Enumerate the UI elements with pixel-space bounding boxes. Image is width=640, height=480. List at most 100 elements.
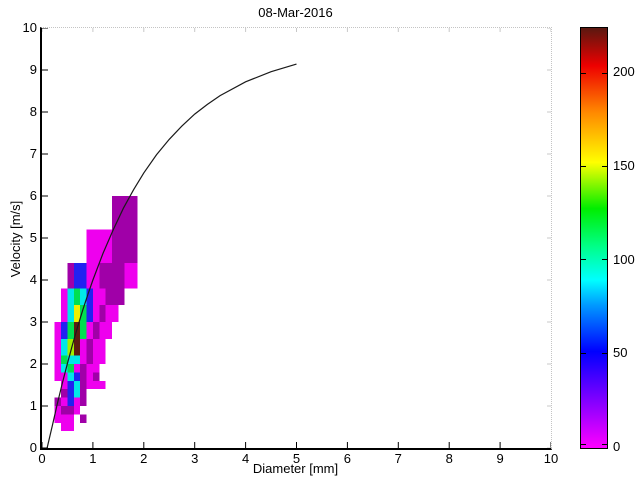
heatmap-cell xyxy=(92,263,100,289)
heatmap-cell xyxy=(67,380,74,390)
heatmap-cell xyxy=(61,288,68,306)
heatmap-cell xyxy=(61,355,68,364)
heatmap-cell xyxy=(99,322,112,339)
heatmap-cell xyxy=(73,338,81,356)
heatmap-cell xyxy=(92,364,100,373)
heatmap-cell xyxy=(80,372,87,381)
heatmap-cell xyxy=(73,263,81,289)
y-tick-label: 8 xyxy=(29,104,37,119)
colorbar-tick-mark xyxy=(581,352,586,354)
heatmap-cell xyxy=(67,288,74,306)
heatmap-cell xyxy=(92,372,100,381)
heatmap-cell xyxy=(61,406,68,415)
heatmap-cell xyxy=(99,288,106,306)
heatmap-cell xyxy=(80,389,87,398)
heatmap-cell xyxy=(86,372,93,381)
x-tick-label: 9 xyxy=(496,451,504,466)
x-tick-label: 5 xyxy=(292,451,301,466)
heatmap-cell xyxy=(86,355,93,364)
chart-title: 08-Mar-2016 xyxy=(258,5,333,20)
heatmap-cell xyxy=(54,355,62,364)
heatmap-cell xyxy=(80,288,87,306)
colorbar-tick-mark xyxy=(602,72,607,74)
heatmap-cell xyxy=(86,380,93,390)
heatmap-cell xyxy=(86,322,93,339)
colorbar-tick-mark xyxy=(581,259,586,261)
heatmap-cell xyxy=(73,397,81,406)
heatmap-cell xyxy=(54,364,62,373)
heatmap-cell xyxy=(54,322,62,339)
heatmap-cell xyxy=(80,338,87,356)
heatmap-cell xyxy=(73,380,81,390)
heatmap-cell xyxy=(86,305,93,322)
heatmap-cell xyxy=(86,229,100,264)
heatmap-cell xyxy=(67,406,74,415)
colorbar-tick-label: 150 xyxy=(613,157,635,173)
heatmap-cell xyxy=(61,322,68,339)
heatmap-cell xyxy=(67,389,74,398)
heatmap-cell xyxy=(92,355,100,364)
heatmap-cell xyxy=(67,372,74,381)
heatmap-cell xyxy=(54,406,62,415)
heatmap-cell xyxy=(54,414,62,423)
colorbar-tick-mark xyxy=(581,72,586,74)
heatmap-cell xyxy=(61,364,68,373)
heatmap-cell xyxy=(80,380,87,390)
y-tick-label: 2 xyxy=(29,356,37,371)
heatmap-cell xyxy=(61,380,68,390)
heatmap-cell xyxy=(86,288,93,306)
y-tick-label: 9 xyxy=(29,62,37,77)
colorbar-tick-mark xyxy=(602,352,607,354)
heatmap-cell xyxy=(80,305,87,322)
colorbar-tick-mark xyxy=(602,166,607,168)
heatmap-cell xyxy=(105,305,119,322)
x-tick-label: 2 xyxy=(140,451,148,466)
colorbar-tick-mark xyxy=(581,444,586,445)
heatmap-cell xyxy=(124,263,138,289)
heatmap-cell xyxy=(99,380,106,390)
heatmap-cell xyxy=(80,364,87,373)
heatmap-cell xyxy=(67,414,74,423)
x-tick-label: 3 xyxy=(191,451,199,466)
y-tick-label: 6 xyxy=(29,188,37,203)
heatmap-cell xyxy=(86,263,93,289)
y-tick-label: 5 xyxy=(29,230,37,245)
heatmap-cell xyxy=(54,372,62,381)
heatmap-cell xyxy=(105,288,125,306)
x-axis-label: Diameter [mm] xyxy=(252,461,339,476)
heatmap-cell xyxy=(80,355,87,364)
heatmap-cell xyxy=(73,406,81,415)
colorbar xyxy=(580,27,608,449)
colorbar-tick-label: 50 xyxy=(613,345,628,361)
heatmap-cell xyxy=(73,364,81,373)
x-tick-label: 7 xyxy=(394,451,402,466)
heatmap-cell xyxy=(99,263,125,289)
y-tick-label: 0 xyxy=(29,440,37,455)
y-tick-label: 10 xyxy=(22,20,37,35)
y-tick-label: 7 xyxy=(29,146,37,161)
colorbar-tick-mark xyxy=(581,166,586,168)
heatmap-cell xyxy=(99,305,106,322)
heatmap-cell xyxy=(99,355,106,364)
heatmap-cell xyxy=(61,389,68,398)
heatmap-cell xyxy=(80,397,87,406)
heatmap-cell xyxy=(61,414,68,423)
y-tick-label: 4 xyxy=(29,272,37,287)
heatmap-cell xyxy=(67,338,74,356)
x-tick-label: 4 xyxy=(241,451,250,466)
x-tick-label: 0 xyxy=(38,451,46,466)
heatmap-cell xyxy=(67,355,74,364)
heatmap-cell xyxy=(67,322,74,339)
x-tick-label: 6 xyxy=(343,451,351,466)
heatmap-cell xyxy=(67,305,74,322)
heatmap-cell xyxy=(67,397,74,406)
x-tick-label: 1 xyxy=(89,451,97,466)
heatmap-cell xyxy=(67,263,74,289)
heatmap-cell xyxy=(92,322,100,339)
colorbar-tick-mark xyxy=(602,259,607,261)
heatmap-cell xyxy=(73,305,81,322)
colorbar-tick-label: 100 xyxy=(613,251,635,267)
heatmap-cell xyxy=(67,422,74,432)
heatmap-cell xyxy=(92,288,100,306)
